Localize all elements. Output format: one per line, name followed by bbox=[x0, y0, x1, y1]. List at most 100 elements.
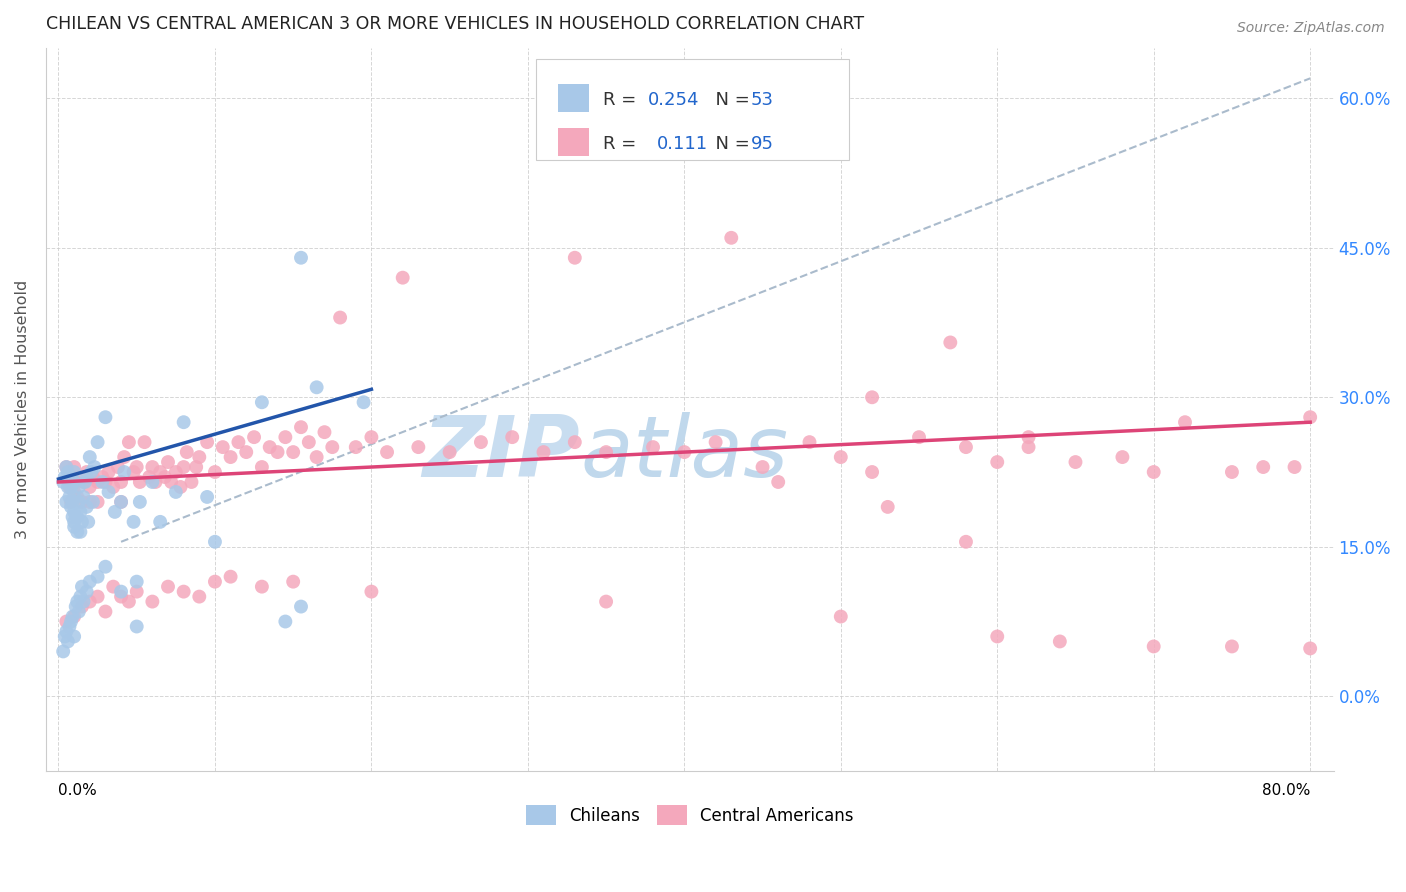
Point bbox=[1064, 455, 1087, 469]
Point bbox=[66, 594, 89, 608]
Point bbox=[149, 515, 172, 529]
Text: 0.111: 0.111 bbox=[657, 135, 707, 153]
Point bbox=[720, 231, 742, 245]
Point bbox=[79, 450, 101, 464]
Point bbox=[53, 630, 76, 644]
Point bbox=[250, 460, 273, 475]
Point bbox=[1143, 640, 1166, 654]
Point bbox=[66, 524, 89, 539]
Point bbox=[97, 465, 120, 479]
Point bbox=[60, 495, 83, 509]
Point bbox=[56, 634, 79, 648]
Point bbox=[110, 590, 132, 604]
Point bbox=[125, 619, 148, 633]
Point bbox=[91, 470, 114, 484]
Point bbox=[955, 440, 977, 454]
Text: ZIP: ZIP bbox=[423, 411, 581, 494]
Point bbox=[86, 435, 108, 450]
Text: CHILEAN VS CENTRAL AMERICAN 3 OR MORE VEHICLES IN HOUSEHOLD CORRELATION CHART: CHILEAN VS CENTRAL AMERICAN 3 OR MORE VE… bbox=[46, 15, 865, 33]
Point bbox=[1143, 465, 1166, 479]
Point bbox=[86, 495, 108, 509]
Point bbox=[360, 584, 382, 599]
Point bbox=[110, 475, 132, 489]
Point bbox=[58, 475, 80, 489]
Point bbox=[908, 430, 931, 444]
Point bbox=[298, 435, 321, 450]
Point bbox=[79, 495, 101, 509]
Text: N =: N = bbox=[704, 135, 756, 153]
Point bbox=[67, 605, 90, 619]
Point bbox=[501, 430, 523, 444]
Point bbox=[375, 445, 398, 459]
Point bbox=[266, 445, 288, 459]
Point bbox=[62, 609, 84, 624]
Point bbox=[86, 569, 108, 583]
Point bbox=[70, 599, 93, 614]
Point bbox=[1284, 460, 1306, 475]
Point bbox=[165, 465, 187, 479]
Point bbox=[955, 534, 977, 549]
Point bbox=[55, 624, 77, 639]
Point bbox=[235, 445, 257, 459]
Point bbox=[75, 475, 97, 489]
Point bbox=[79, 574, 101, 589]
Point bbox=[63, 460, 86, 475]
Point bbox=[259, 440, 281, 454]
Point bbox=[564, 251, 586, 265]
Point bbox=[290, 251, 312, 265]
Point bbox=[63, 609, 86, 624]
Point bbox=[66, 490, 89, 504]
Point bbox=[250, 580, 273, 594]
Point bbox=[153, 470, 176, 484]
Point bbox=[533, 445, 555, 459]
Point bbox=[243, 430, 266, 444]
Point bbox=[122, 515, 145, 529]
Point bbox=[62, 495, 84, 509]
Point bbox=[70, 495, 93, 509]
Point bbox=[58, 480, 80, 494]
Point bbox=[1049, 634, 1071, 648]
Point bbox=[128, 495, 150, 509]
Point bbox=[283, 574, 305, 589]
Point bbox=[52, 475, 75, 489]
Point bbox=[939, 335, 962, 350]
Point bbox=[55, 615, 77, 629]
Point bbox=[704, 435, 727, 450]
Point bbox=[79, 480, 101, 494]
Point bbox=[82, 495, 104, 509]
Point bbox=[110, 495, 132, 509]
Point bbox=[1111, 450, 1133, 464]
Point bbox=[408, 440, 430, 454]
Point bbox=[344, 440, 367, 454]
Point bbox=[86, 475, 108, 489]
Point bbox=[204, 534, 226, 549]
Point bbox=[391, 270, 413, 285]
Point bbox=[104, 505, 127, 519]
Point bbox=[112, 450, 135, 464]
Point bbox=[60, 615, 83, 629]
Point bbox=[55, 495, 77, 509]
Point bbox=[188, 450, 211, 464]
Point bbox=[94, 475, 117, 489]
Point bbox=[94, 410, 117, 425]
Point bbox=[69, 524, 91, 539]
Point bbox=[1174, 415, 1197, 429]
Point bbox=[63, 490, 86, 504]
Point bbox=[321, 440, 343, 454]
Point bbox=[65, 475, 87, 489]
Point bbox=[188, 590, 211, 604]
Point bbox=[63, 465, 86, 479]
Point bbox=[79, 594, 101, 608]
Point bbox=[110, 584, 132, 599]
Point bbox=[274, 615, 297, 629]
Text: 80.0%: 80.0% bbox=[1261, 783, 1310, 798]
Point bbox=[673, 445, 696, 459]
Point bbox=[80, 465, 103, 479]
Point bbox=[305, 380, 328, 394]
Point bbox=[145, 475, 167, 489]
Legend: Chileans, Central Americans: Chileans, Central Americans bbox=[519, 798, 860, 831]
Point bbox=[986, 630, 1008, 644]
Point bbox=[219, 569, 242, 583]
Point bbox=[1018, 430, 1040, 444]
Point bbox=[65, 599, 87, 614]
